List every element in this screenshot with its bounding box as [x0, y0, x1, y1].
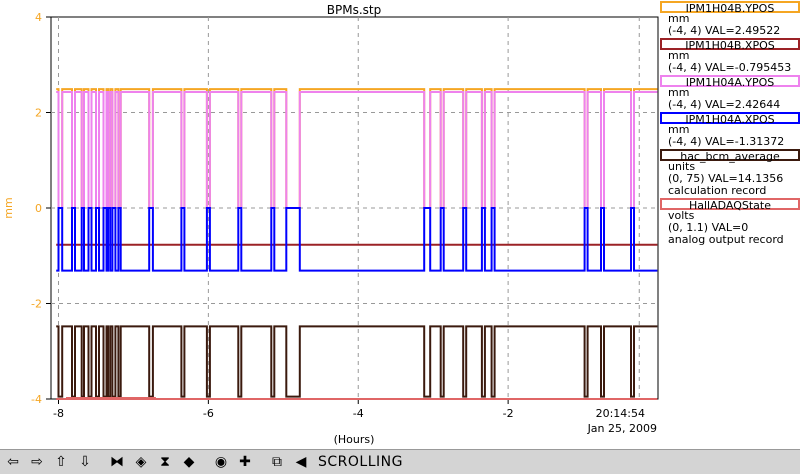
tick-labels: 4 2 0 -2 -4 -8 -6 -4 -2: [31, 11, 514, 420]
x-tick-label: -2: [503, 407, 514, 420]
legend-unit: mm: [668, 12, 690, 25]
legend-name[interactable]: HallADAQState: [660, 198, 800, 212]
legend-name[interactable]: IPM1H04B.XPOS: [660, 38, 800, 52]
y-tick-label: 0: [35, 202, 42, 215]
legend-info: (-4, 4) VAL=-0.795453: [668, 61, 792, 74]
time-label: 20:14:54: [596, 407, 645, 420]
series-line-IPM1H04A.XPOS: [56, 207, 658, 272]
zoom-in-x-button[interactable]: ⧓: [110, 454, 124, 470]
scroll-left-button[interactable]: ⇦: [7, 454, 19, 470]
chart: 4 2 0 -2 -4 -8 -6 -4 -2 BPMs.stp mm (Hours) 20:1…: [2, 3, 659, 446]
legend-item: IPM1H04A.YPOS mm (-4, 4) VAL=2.42644: [660, 75, 800, 111]
x-axis-label: (Hours): [334, 433, 375, 446]
legend-item: IPM1H04B.XPOS mm (-4, 4) VAL=-0.795453: [660, 38, 800, 74]
scroll-right-button[interactable]: ⇨: [31, 454, 43, 470]
toolbar: ⇦ ⇨ ⇧ ⇩ ⧓ ◈ ⧗ ◆ ◉ ✚ ⧉ ◀ SCROLLING: [0, 449, 800, 474]
scroll-up-button[interactable]: ⇧: [55, 454, 67, 470]
legend-info: (-4, 4) VAL=2.49522: [668, 24, 781, 37]
legend-name[interactable]: IPM1H04A.XPOS: [660, 112, 800, 126]
chart-title: BPMs.stp: [327, 3, 381, 17]
status-label: SCROLLING: [318, 454, 403, 470]
autoscale-button[interactable]: ⧉: [272, 454, 282, 470]
zoom-out-y-button[interactable]: ◆: [183, 454, 195, 470]
legend-item: HallADAQState volts (0, 1.1) VAL=0 analog o…: [660, 198, 800, 246]
legend: IPM1H04B.YPOS mm (-4, 4) VAL=2.49522 IPM1H0…: [660, 0, 800, 246]
series-group: [56, 88, 658, 400]
y-tick-label: 4: [35, 11, 42, 24]
legend-name[interactable]: hac_bcm_average: [660, 149, 800, 163]
date-label: Jan 25, 2009: [587, 422, 657, 435]
legend-item: hac_bcm_average units (0, 75) VAL=14.1356 c…: [660, 149, 800, 197]
zoom-in-y-button[interactable]: ⧗: [160, 454, 170, 470]
legend-unit: mm: [668, 49, 690, 62]
zoom-out-x-button[interactable]: ◈: [135, 454, 147, 470]
legend-item: IPM1H04B.YPOS mm (-4, 4) VAL=2.49522: [660, 1, 800, 37]
legend-info: (-4, 4) VAL=2.42644: [668, 98, 781, 111]
legend-info: (0, 75) VAL=14.1356: [668, 172, 784, 185]
legend-info: (0, 1.1) VAL=0: [668, 221, 749, 234]
legend-item: IPM1H04A.XPOS mm (-4, 4) VAL=-1.31372: [660, 112, 800, 148]
legend-extra: analog output record: [668, 233, 784, 246]
x-tick-label: -6: [203, 407, 214, 420]
legend-extra: calculation record: [668, 184, 767, 197]
scroll-mode-button[interactable]: ◀: [295, 454, 307, 470]
y-tick-label: -4: [31, 393, 42, 406]
legend-unit: volts: [668, 209, 695, 222]
scroll-down-button[interactable]: ⇩: [79, 454, 91, 470]
legend-name[interactable]: IPM1H04B.YPOS: [660, 1, 800, 15]
y-tick-label: 2: [35, 107, 42, 120]
y-axis-label: mm: [2, 197, 15, 218]
y-tick-label: -2: [31, 298, 42, 311]
legend-name[interactable]: IPM1H04A.YPOS: [660, 75, 800, 89]
legend-info: (-4, 4) VAL=-1.31372: [668, 135, 785, 148]
legend-unit: mm: [668, 86, 690, 99]
legend-unit: units: [668, 160, 696, 173]
x-tick-label: -4: [353, 407, 364, 420]
series-line-hac_bcm_average: [56, 325, 658, 398]
legend-unit: mm: [668, 123, 690, 136]
x-tick-label: -8: [53, 407, 64, 420]
crosshair-button[interactable]: ✚: [239, 454, 251, 470]
reset-button[interactable]: ◉: [214, 454, 228, 470]
